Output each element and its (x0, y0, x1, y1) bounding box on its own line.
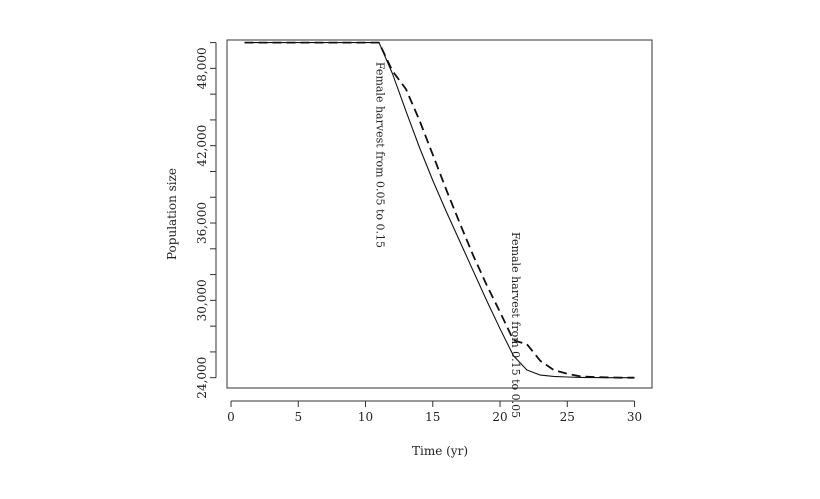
series-line-2-dashed (244, 41, 635, 379)
x-tick-label: 5 (294, 410, 302, 424)
x-tick-label: 10 (358, 410, 373, 424)
x-tick-label: 0 (227, 410, 235, 424)
x-tick-label: 25 (560, 410, 575, 424)
y-axis: 24,000 30,000 36,000 42,000 48,000 (195, 42, 217, 399)
annotation-label-2: Female harvest from 0.15 to 0.05 (509, 232, 522, 418)
y-tick-label: 48,000 (195, 47, 209, 89)
x-tick-label: 15 (425, 410, 440, 424)
y-tick-label: 42,000 (195, 125, 209, 167)
plot-frame (226, 39, 653, 389)
series-layer (244, 41, 635, 379)
y-tick-label: 30,000 (195, 279, 209, 321)
x-axis-label: Time (yr) (412, 444, 468, 458)
annotation-label-1: Female harvest from 0.05 to 0.15 (373, 62, 386, 248)
series-line-1-solid (244, 42, 635, 379)
y-tick-label: 24,000 (195, 357, 209, 399)
annotation-layer: Female harvest from 0.05 to 0.15 Female h… (373, 62, 522, 418)
x-tick-label: 20 (492, 410, 507, 424)
y-axis-label: Population size (165, 168, 179, 260)
y-tick-label: 36,000 (195, 202, 209, 244)
x-axis: 0 5 10 15 20 25 30 (227, 400, 642, 424)
x-tick-label: 30 (627, 410, 642, 424)
